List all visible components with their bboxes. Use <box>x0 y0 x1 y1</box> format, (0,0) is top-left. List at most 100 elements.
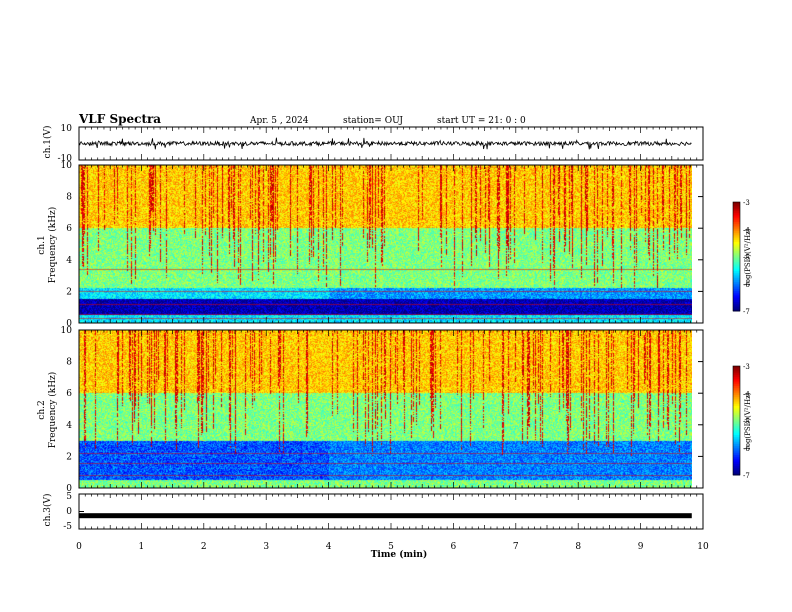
colorbar-swatch <box>733 415 740 418</box>
ch2-spectrogram-image <box>79 330 692 488</box>
colorbar-tick-label: -3 <box>743 199 750 207</box>
colorbar-swatch <box>733 214 740 218</box>
colorbar-swatch <box>733 456 740 460</box>
ch1-colorbar: -3 -4 -5 -6 -7 <box>732 199 750 316</box>
colorbar-swatch <box>733 398 740 402</box>
colorbar-swatch <box>733 396 740 400</box>
colorbar-swatch <box>733 301 740 305</box>
colorbar-swatch <box>733 238 740 241</box>
x-tick-label: 5 <box>388 542 394 552</box>
figure-title: VLF Spectra <box>78 112 161 126</box>
colorbar-tick-label: -5 <box>743 418 750 426</box>
ch2-spectrogram-ytick-label: 4 <box>66 421 72 431</box>
colorbar-swatch <box>733 207 740 210</box>
colorbar-swatch <box>733 225 740 228</box>
colorbar-swatch <box>733 375 740 378</box>
colorbar-swatch <box>733 280 740 283</box>
colorbar-swatch <box>733 425 740 429</box>
x-tick-label: 6 <box>451 542 457 552</box>
colorbar-swatch <box>733 256 740 259</box>
colorbar-swatch <box>733 240 740 243</box>
colorbar-swatch <box>733 276 740 279</box>
colorbar-swatch <box>733 261 740 265</box>
ch2-spectrogram-ytick-label: 10 <box>61 326 73 336</box>
ch2-spectrogram-ytick-label: 0 <box>66 484 72 494</box>
colorbar-swatch <box>733 221 740 225</box>
colorbar-swatch <box>733 416 740 420</box>
colorbar-swatch <box>733 236 740 239</box>
time-axis-label: Time (min) <box>371 549 428 560</box>
colorbar-swatch <box>733 427 740 431</box>
ch1-ytick-bottom: -10 <box>58 154 73 164</box>
colorbar-swatch <box>733 203 740 207</box>
colorbar-swatch <box>733 409 740 412</box>
colorbar-swatch <box>733 455 740 458</box>
colorbar-swatch <box>733 269 740 272</box>
colorbar-swatch <box>733 405 740 409</box>
colorbar-swatch <box>733 387 740 391</box>
colorbar-swatch <box>733 395 740 398</box>
colorbar-swatch <box>733 303 740 307</box>
colorbar-swatch <box>733 220 740 223</box>
colorbar-swatch <box>733 271 740 274</box>
colorbar-swatch <box>733 400 740 403</box>
colorbar-swatch <box>733 391 740 394</box>
ch1-spectrogram-ytick-label: 6 <box>66 224 72 234</box>
colorbar-swatch <box>733 307 740 310</box>
colorbar-swatch <box>733 465 740 469</box>
ch1-spectrogram-image <box>79 165 692 323</box>
ch1-spectrogram-ytick-label: 4 <box>66 256 72 266</box>
x-tick-label: 8 <box>575 542 581 552</box>
ch3-ytick-top: 5 <box>66 492 72 502</box>
colorbar-swatch <box>733 407 740 411</box>
start-time-label: start UT = 21: 0 : 0 <box>437 116 526 126</box>
ch2-spectrogram-ytick-label: 2 <box>66 452 72 462</box>
colorbar-swatch <box>733 373 740 376</box>
colorbar-swatch <box>733 435 740 438</box>
colorbar-swatch <box>733 440 740 443</box>
colorbar-swatch <box>733 211 740 214</box>
colorbar-swatch <box>733 251 740 254</box>
colorbar-tick-label: -6 <box>743 281 750 289</box>
colorbar-swatch <box>733 462 740 465</box>
colorbar-swatch <box>733 234 740 238</box>
colorbar-swatch <box>733 367 740 371</box>
colorbar-swatch <box>733 296 740 299</box>
colorbar-tick-label: -5 <box>743 254 750 262</box>
ch1-wave-ylabel: ch.1(V) <box>42 126 53 159</box>
ch1-spectrogram-ytick-label: 10 <box>61 161 73 171</box>
colorbar-swatch <box>733 453 740 456</box>
x-tick-label: 4 <box>326 542 332 552</box>
ch1-spectrogram-ytick-label: 0 <box>66 319 72 329</box>
colorbar-swatch <box>733 469 740 472</box>
colorbar-swatch <box>733 252 740 256</box>
colorbar-swatch <box>733 309 740 312</box>
colorbar-swatch <box>733 442 740 445</box>
colorbar-swatch <box>733 413 740 416</box>
colorbar-swatch <box>733 438 740 441</box>
colorbar-tick-label: -7 <box>743 308 750 316</box>
ch1-waveform-panel: 10 -10 ch.1(V) <box>42 124 72 164</box>
station-label: station= OUJ <box>343 116 403 126</box>
colorbar-swatch <box>733 424 740 427</box>
colorbar-swatch <box>733 241 740 245</box>
colorbar-swatch <box>733 205 740 208</box>
colorbar-frame <box>732 365 741 476</box>
colorbar-swatch <box>733 473 740 476</box>
ch3-ytick-bottom: -5 <box>63 522 72 532</box>
x-tick-label: 2 <box>201 542 207 552</box>
colorbar-swatch <box>733 366 740 369</box>
time-axis-ticks: 0 1 2 3 4 5 6 7 8 9 10 <box>76 542 709 552</box>
colorbar-swatch <box>733 429 740 432</box>
colorbar-swatch <box>733 445 740 449</box>
colorbar-swatch <box>733 460 740 463</box>
colorbar-swatch <box>733 294 740 297</box>
ch2-spec-ylabel-top: ch.2 <box>37 400 47 419</box>
ch3-wave-ylabel: ch.3(V) <box>42 494 53 527</box>
colorbar-swatch <box>733 274 740 277</box>
x-tick-label: 9 <box>638 542 644 552</box>
colorbar-swatch <box>733 467 740 471</box>
colorbar-swatch <box>733 278 740 281</box>
colorbar-swatch <box>733 384 740 387</box>
